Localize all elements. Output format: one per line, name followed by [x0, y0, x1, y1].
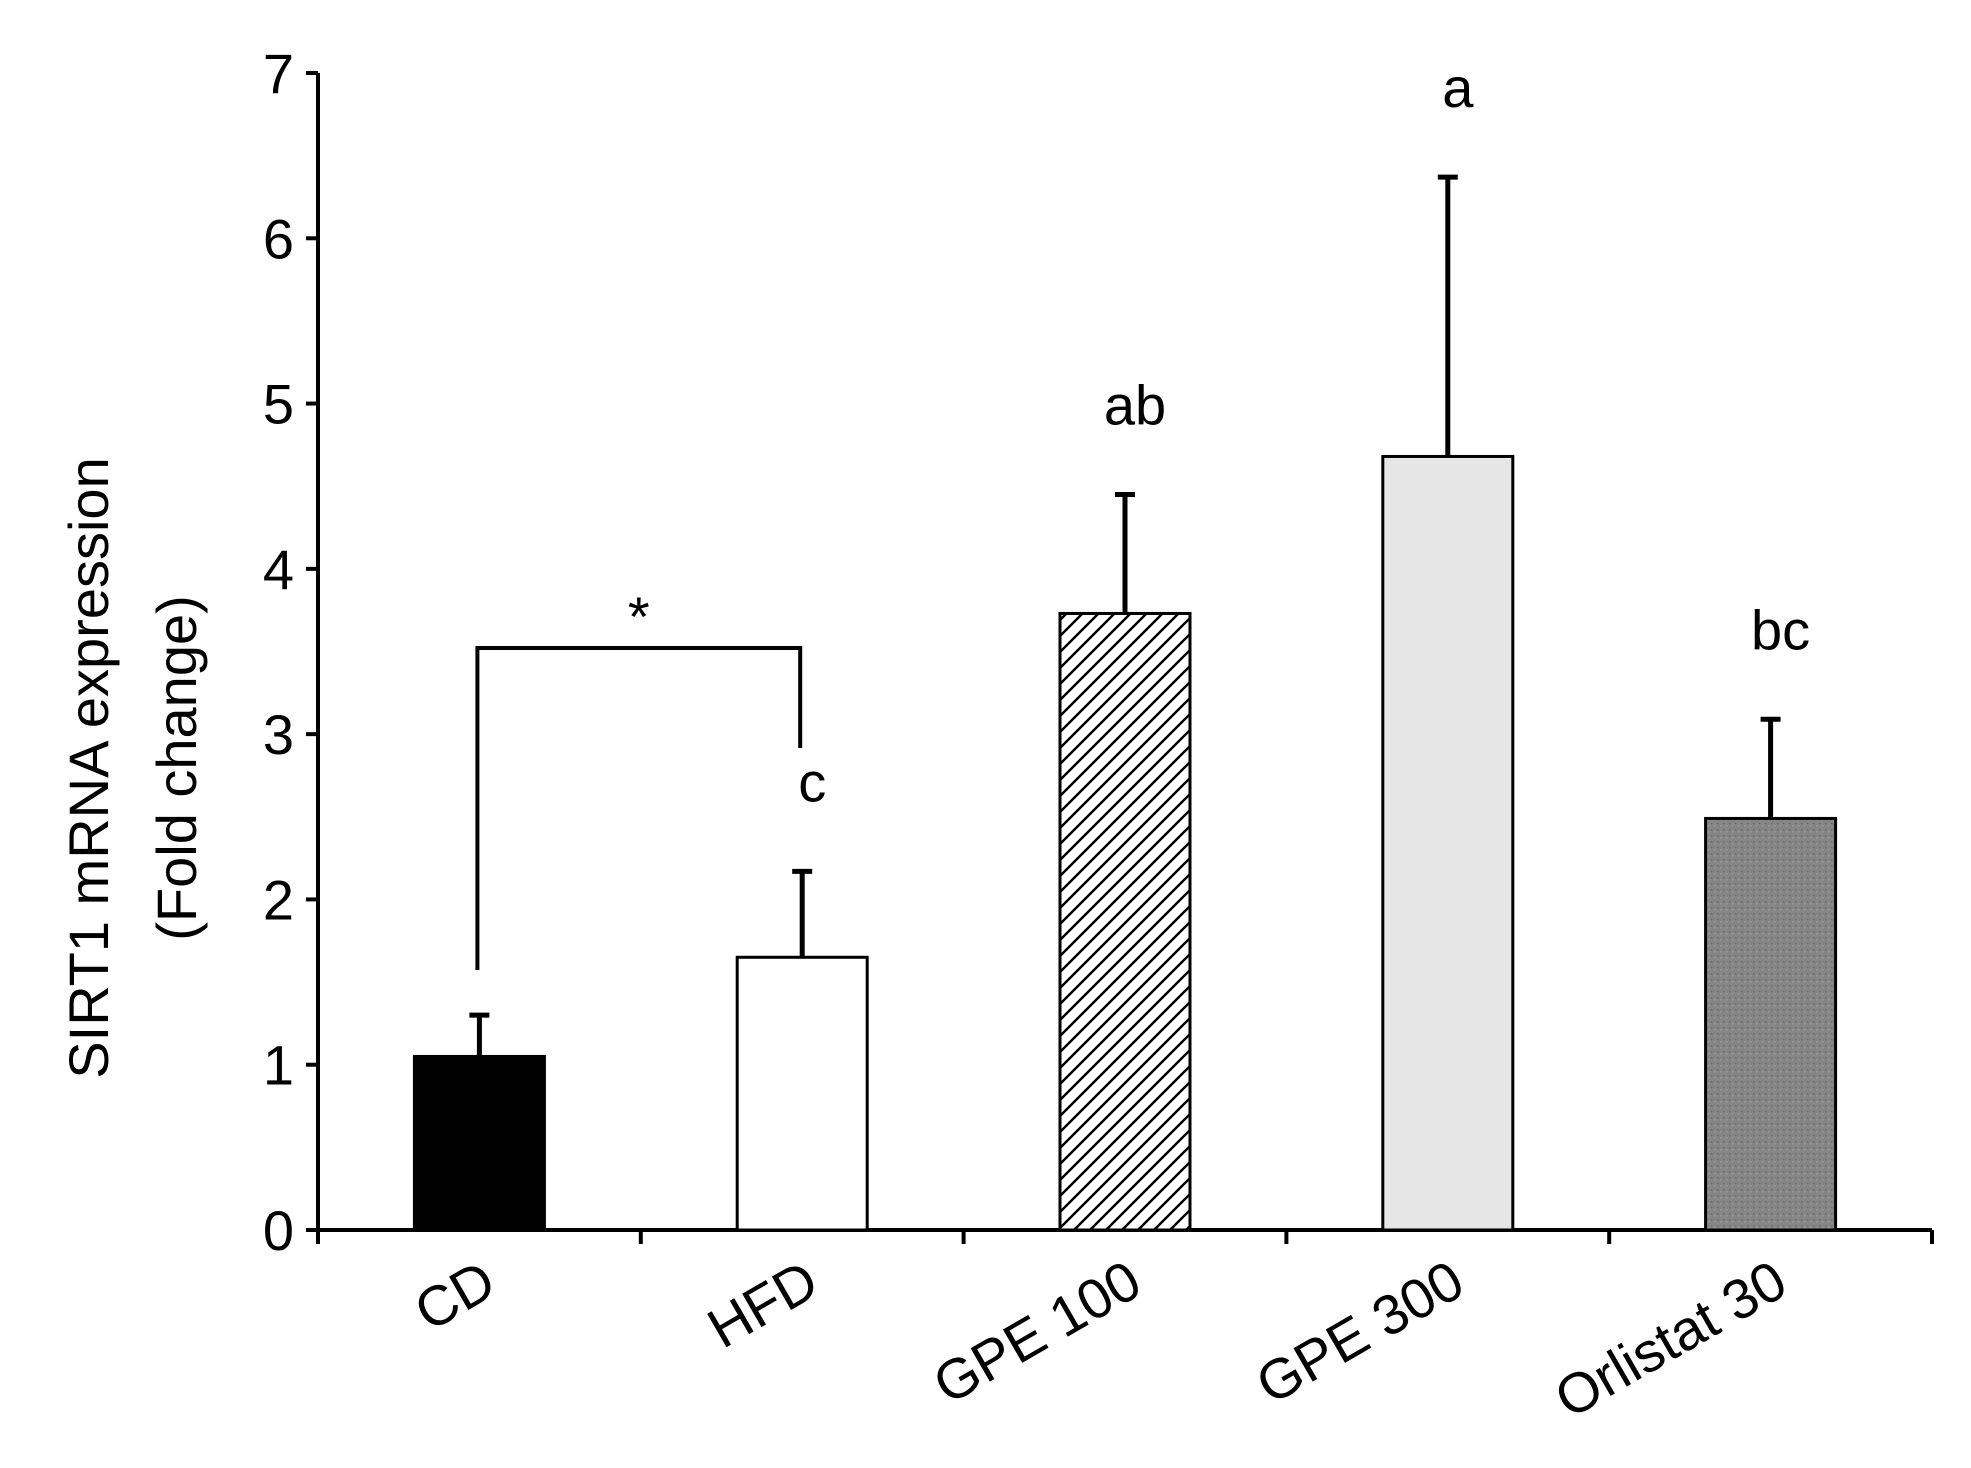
bars [412, 454, 1838, 1232]
bar-orlistat-30 [1704, 816, 1838, 1232]
error-bars [469, 174, 1781, 1057]
y-tick-label: 1 [263, 1034, 294, 1097]
significance-letter: ab [1104, 373, 1166, 436]
y-axis-title: SIRT1 mRNA expression (Fold change) [57, 457, 208, 1078]
x-ticks [316, 1230, 1934, 1244]
y-tick-label: 0 [263, 1199, 294, 1262]
y-axis-title-line1: SIRT1 mRNA expression [57, 457, 120, 1078]
significance-asterisk: * [628, 585, 650, 648]
significance-letter: c [798, 750, 826, 813]
significance-letters: c ab a bc [798, 56, 1810, 813]
y-tick-label: 4 [263, 538, 294, 601]
bar-gpe-300 [1381, 454, 1515, 1232]
category-label: GPE 300 [1245, 1248, 1473, 1416]
bar-cd [412, 1054, 546, 1232]
category-label: CD [404, 1248, 506, 1343]
significance-bracket: * [475, 585, 803, 970]
bar-hfd [735, 955, 869, 1232]
y-tick-label: 5 [263, 373, 294, 436]
y-tick-label: 3 [263, 703, 294, 766]
category-labels: CD HFD GPE 100 GPE 300 Orlistat 30 [404, 1248, 1797, 1430]
bar-gpe-100 [1058, 611, 1192, 1232]
significance-bracket-line [475, 646, 803, 970]
significance-letter: a [1442, 56, 1474, 119]
y-ticks: 0 1 2 3 4 5 6 7 [263, 42, 318, 1262]
y-axis-title-line2: (Fold change) [145, 595, 208, 941]
category-label: HFD [697, 1248, 828, 1360]
category-label: Orlistat 30 [1544, 1248, 1797, 1430]
y-tick-label: 7 [263, 42, 294, 105]
category-label: GPE 100 [923, 1248, 1151, 1416]
significance-letter: bc [1751, 598, 1810, 661]
y-tick-label: 2 [263, 868, 294, 931]
y-tick-label: 6 [263, 207, 294, 270]
